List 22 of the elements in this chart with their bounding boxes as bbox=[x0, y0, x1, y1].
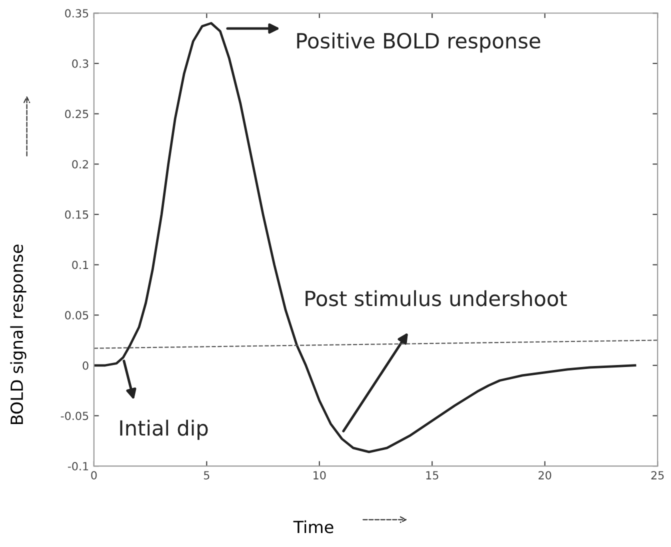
annotation: Post stimulus undershoot bbox=[306, 290, 567, 306]
y-tick-label: -0.1 bbox=[68, 462, 88, 470]
x-tick-label: 15 bbox=[426, 471, 438, 480]
y-tick-label: 0.1 bbox=[72, 260, 88, 270]
y-tick-label: 0.25 bbox=[65, 110, 88, 118]
annotation: Positive BOLD response bbox=[297, 32, 540, 53]
x-tick-label: 20 bbox=[538, 471, 552, 480]
y-axis-title: BOLD signal response bbox=[10, 244, 26, 424]
y-tick-label: 0.15 bbox=[65, 210, 88, 219]
y-tick-label: 0.2 bbox=[72, 160, 88, 168]
y-tick-label: 0 bbox=[82, 361, 88, 370]
x-tick-label: 5 bbox=[204, 471, 210, 480]
x-tick-label: 10 bbox=[314, 471, 326, 480]
y-tick-label: 0.3 bbox=[72, 59, 88, 68]
y-tick-label: -0.05 bbox=[60, 412, 88, 420]
line-series bbox=[94, 22, 636, 454]
x-tick-label: 0 bbox=[91, 471, 97, 480]
annotation: Intial dip bbox=[120, 420, 208, 440]
y-tick-label: 0.05 bbox=[65, 311, 88, 320]
y-tick-label: 0.35 bbox=[65, 9, 88, 18]
x-axis-title: Time bbox=[293, 520, 334, 534]
x-tick-label: 25 bbox=[651, 471, 664, 480]
